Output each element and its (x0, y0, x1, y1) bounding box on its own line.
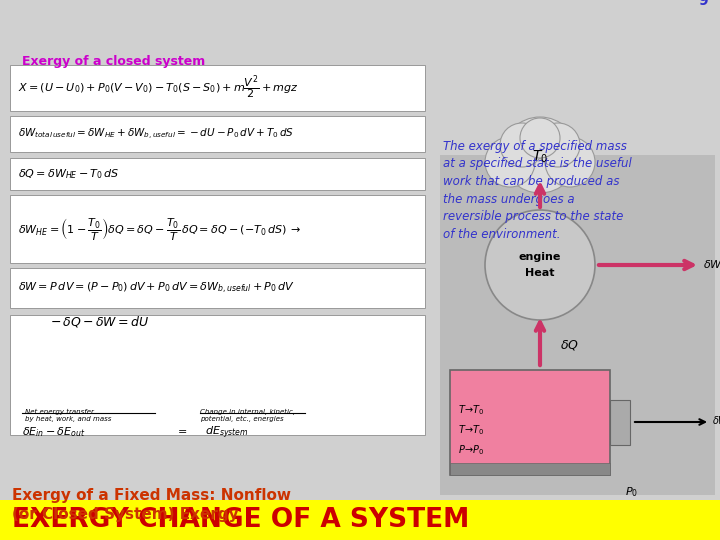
Text: $\delta Q = \delta W_{HE} - T_0\,dS$: $\delta Q = \delta W_{HE} - T_0\,dS$ (18, 167, 120, 181)
Bar (450, 370, 610, 475)
Bar (450, 463, 610, 475)
Text: $dE_{system}$: $dE_{system}$ (205, 425, 248, 441)
Circle shape (485, 210, 595, 320)
Circle shape (500, 123, 544, 167)
Bar (10, 116, 425, 152)
Text: $P\!\rightarrow\! P_0$: $P\!\rightarrow\! P_0$ (458, 443, 485, 457)
Text: $T\!\rightarrow\! T_0$: $T\!\rightarrow\! T_0$ (458, 423, 485, 437)
Text: Exergy of a Fixed Mass: Nonflow
(or Closed System) Exergy: Exergy of a Fixed Mass: Nonflow (or Clos… (12, 488, 291, 522)
Circle shape (502, 117, 578, 193)
Bar (440, 155, 715, 495)
Text: $\delta W = P\,dV = (P - P_0)\,dV + P_0\,dV = \delta W_{b,useful} + P_0\,dV$: $\delta W = P\,dV = (P - P_0)\,dV + P_0\… (18, 280, 295, 295)
Text: Exergy of a closed system: Exergy of a closed system (22, 55, 205, 68)
Text: Heat: Heat (526, 268, 554, 278)
Circle shape (536, 123, 580, 167)
Circle shape (545, 137, 595, 187)
Text: $X = (U - U_0) + P_0(V - V_0) - T_0(S - S_0) + m\dfrac{V^2}{2} + mgz$: $X = (U - U_0) + P_0(V - V_0) - T_0(S - … (18, 74, 299, 102)
Circle shape (485, 137, 535, 187)
Text: Change in internal, kinetic,
potential, etc., energies: Change in internal, kinetic, potential, … (200, 409, 295, 422)
Bar (10, 315, 425, 435)
Text: $T\!\rightarrow\! T_0$: $T\!\rightarrow\! T_0$ (458, 403, 485, 417)
Text: Net energy transfer
by heat, work, and mass: Net energy transfer by heat, work, and m… (25, 409, 112, 422)
Text: $T_0$: $T_0$ (532, 149, 548, 165)
Text: 9: 9 (698, 0, 708, 8)
Bar (10, 195, 425, 263)
Bar (10, 268, 425, 308)
Text: $\delta W_{HE} = \left(1 - \dfrac{T_0}{T}\right)\delta Q = \delta Q - \dfrac{T_0: $\delta W_{HE} = \left(1 - \dfrac{T_0}{T… (18, 216, 302, 242)
Text: $=$: $=$ (175, 425, 187, 435)
Text: $P_0$: $P_0$ (625, 485, 638, 499)
Text: $-\,\delta Q - \delta W = dU$: $-\,\delta Q - \delta W = dU$ (50, 314, 150, 329)
Bar (0, 500, 720, 540)
Text: $\delta W_{HE}$: $\delta W_{HE}$ (703, 258, 720, 272)
Text: engine: engine (519, 252, 561, 262)
Bar (10, 65, 425, 111)
Text: The exergy of a specified mass
at a specified state is the useful
work that can : The exergy of a specified mass at a spec… (443, 140, 631, 240)
Bar (10, 158, 425, 190)
Text: $\delta Q$: $\delta Q$ (560, 338, 579, 352)
Text: $\delta E_{in} - \delta E_{out}$: $\delta E_{in} - \delta E_{out}$ (22, 425, 86, 439)
Text: EXERGY CHANGE OF A SYSTEM: EXERGY CHANGE OF A SYSTEM (12, 507, 469, 533)
Text: $\delta W_{total\,useful} = \delta W_{HE} + \delta W_{b,useful} = -dU - P_0\,dV : $\delta W_{total\,useful} = \delta W_{HE… (18, 126, 294, 141)
Text: $\delta W_{b,useful}$: $\delta W_{b,useful}$ (712, 415, 720, 429)
Bar (610, 400, 630, 445)
Circle shape (520, 118, 560, 158)
